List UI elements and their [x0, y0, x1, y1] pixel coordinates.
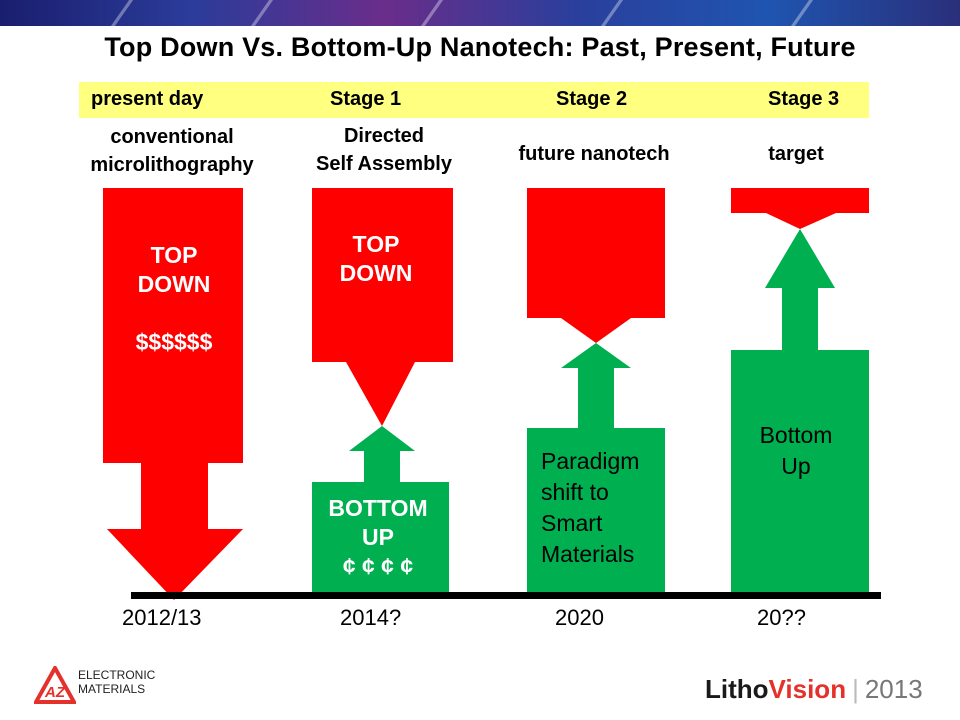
bottom-up-arrow-stage-3	[731, 229, 869, 597]
top-banner	[0, 0, 960, 26]
svg-text:AZ: AZ	[44, 684, 66, 701]
slide-title: Top Down Vs. Bottom-Up Nanotech: Past, P…	[104, 32, 856, 62]
company-name: ELECTRONIC MATERIALS	[78, 668, 156, 696]
top-down-arrow-stage-1	[312, 188, 453, 426]
stage-1-subtitle: Directed Self Assembly	[316, 125, 452, 175]
timeline-baseline	[131, 592, 881, 599]
stage-3-bottom-text: Bottom Up	[759, 422, 833, 479]
date-stage-3: 20??	[757, 605, 806, 630]
stage-label-stage-1: Stage 1	[330, 88, 402, 110]
bottom-up-arrow-stage-2	[527, 343, 665, 597]
bottom-up-arrow-stage-1	[312, 426, 449, 597]
az-logo-icon: AZ	[34, 666, 76, 704]
date-present-day: 2012/13	[122, 605, 202, 630]
date-stage-1: 2014?	[340, 605, 402, 630]
stage-label-stage-3: Stage 3	[768, 88, 840, 110]
top-down-arrow-stage-2	[527, 188, 665, 343]
stage-2-bottom-text: Paradigm shift to Smart Materials	[541, 448, 640, 567]
stage-1-bottom-text: BOTTOM UP ¢ ¢ ¢ ¢	[328, 495, 428, 579]
stage-2-subtitle: future nanotech	[518, 143, 670, 165]
top-down-arrow-stage-3	[731, 188, 869, 229]
present-day-top-text: TOP DOWN $$$$$$	[135, 242, 213, 355]
stage-1-top-text: TOP DOWN	[339, 231, 413, 286]
stage-label-present-day: present day	[91, 88, 204, 110]
stage-header-bar	[79, 82, 869, 118]
top-down-arrow-present-day	[103, 188, 243, 600]
stage-label-stage-2: Stage 2	[556, 88, 628, 110]
lithovision-brand: LithoVision | 2013	[705, 674, 923, 704]
stage-3-subtitle: target	[768, 143, 824, 165]
date-stage-2: 2020	[555, 605, 604, 630]
stage-0-subtitle: conventional microlithography	[90, 126, 254, 176]
